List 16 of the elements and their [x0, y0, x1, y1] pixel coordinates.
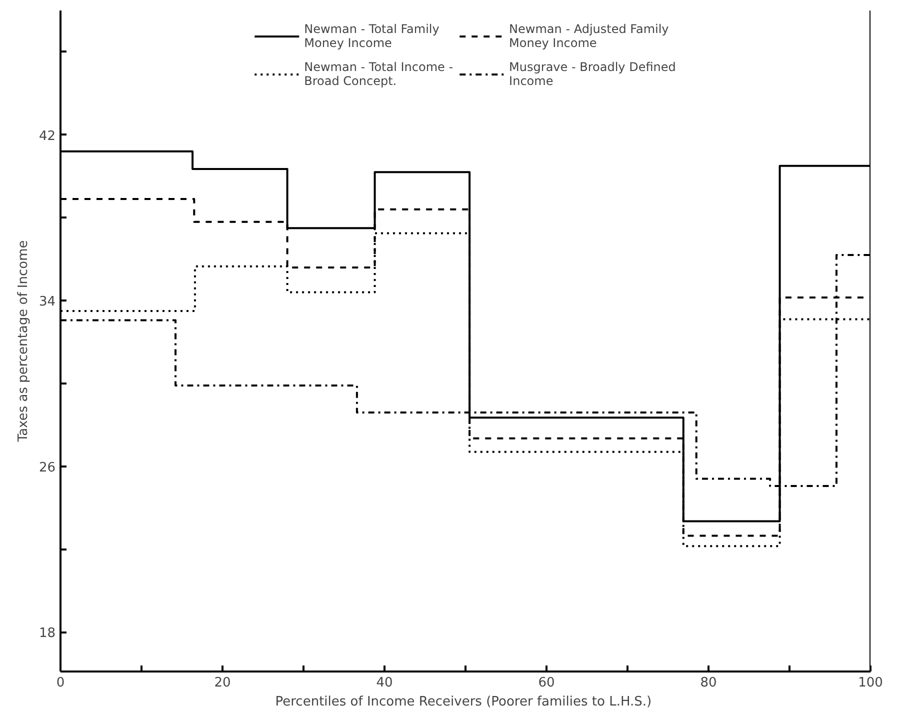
y-tick-label: 18 [38, 626, 56, 642]
y-axis-title: Taxes as percentage of Income [16, 240, 31, 443]
legend-label: Newman - Total Income - Broad Concept. [304, 59, 454, 90]
x-axis-title: Percentiles of Income Receivers (Poorer families to L.H.S.) [275, 694, 652, 710]
legend-label: Newman - Total Family Money Income [304, 21, 440, 52]
y-tick-label: 34 [38, 294, 56, 310]
x-tick-label: 20 [214, 676, 231, 690]
y-tick-label: 26 [38, 460, 56, 476]
legend-label: Musgrave - Broadly Defined Income [509, 59, 676, 90]
x-tick-label: 100 [858, 676, 883, 690]
x-tick-label: 40 [376, 676, 393, 690]
x-tick-label: 0 [56, 676, 65, 690]
legend-label: Newman - Adjusted Family Money Income [509, 21, 669, 52]
y-tick-label: 42 [38, 128, 56, 144]
x-tick-label: 60 [538, 676, 555, 690]
x-tick-label: 80 [700, 676, 717, 690]
